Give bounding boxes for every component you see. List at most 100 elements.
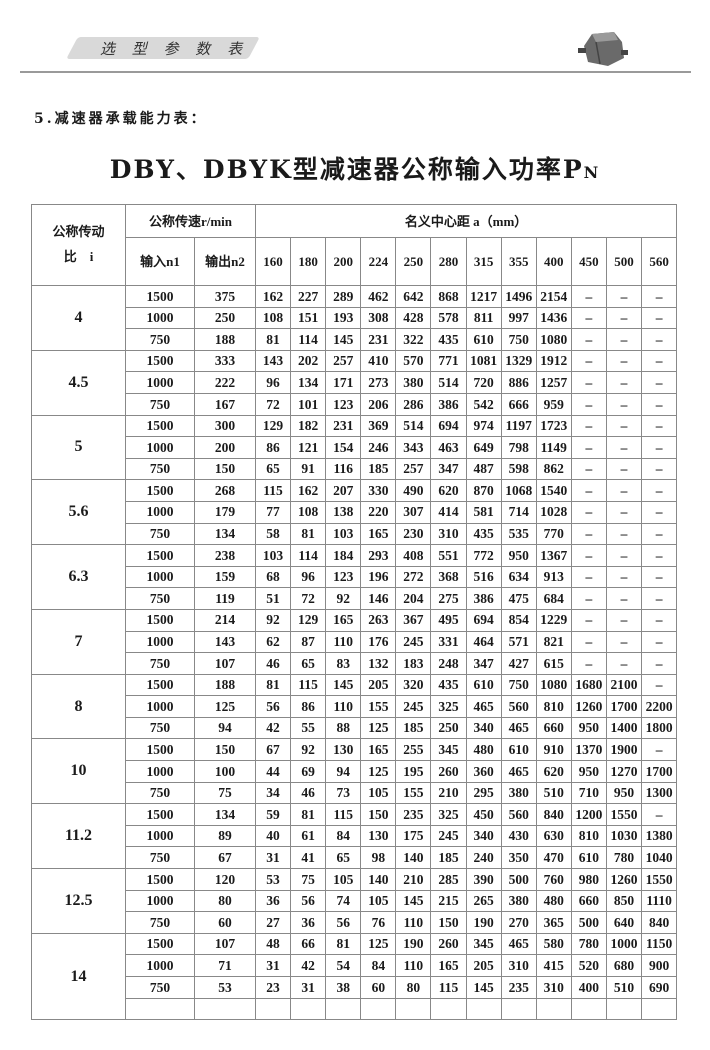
power-cell: – (605, 436, 643, 459)
power-cell: 60 (360, 976, 397, 999)
power-cell: 272 (395, 565, 432, 589)
power-cell: 1540 (535, 479, 572, 502)
power-cell: 257 (395, 457, 432, 481)
distance-column-header: 200 (325, 237, 362, 286)
power-cell: 66 (290, 932, 327, 956)
input-speed-cell: 1500 (125, 608, 195, 632)
output-speed-cell: 159 (194, 565, 256, 589)
power-cell: – (570, 630, 607, 654)
table-row: 1000 159 68 96 123 196 272 368 516 634 913– – – (32, 565, 678, 589)
power-cell: 205 (360, 673, 397, 697)
distance-header: 名义中心距 a（mm） (254, 204, 678, 238)
power-cell: 500 (570, 911, 607, 934)
power-cell: 1436 (535, 306, 572, 330)
output-speed-cell: 134 (194, 803, 256, 826)
power-cell: 245 (395, 630, 432, 654)
power-cell: 634 (500, 565, 537, 589)
input-speed-cell: 1000 (125, 954, 195, 977)
power-cell: 285 (430, 868, 467, 891)
power-cell: 974 (465, 414, 502, 438)
power-cell: 480 (535, 889, 572, 913)
power-cell: 868 (430, 285, 467, 308)
power-cell: 810 (570, 824, 607, 848)
power-cell: – (641, 479, 678, 502)
power-cell: 520 (570, 954, 607, 977)
power-cell: 155 (395, 781, 432, 805)
power-cell: 610 (465, 328, 502, 351)
power-cell: – (641, 285, 678, 308)
ratio-header: 公称传动比 i (31, 204, 126, 286)
power-cell: – (570, 306, 607, 330)
distance-column-header: 160 (254, 237, 292, 286)
power-cell: 308 (360, 306, 397, 330)
power-cell: 320 (395, 673, 432, 697)
table-row: 1000 179 77 108 138 220 307 414 581 714 1028– – – (32, 500, 678, 524)
power-cell: 610 (465, 673, 502, 697)
power-cell: – (641, 544, 678, 567)
power-cell: 115 (290, 673, 327, 697)
power-cell: 255 (395, 738, 432, 762)
power-cell (290, 997, 327, 1021)
power-cell (465, 997, 502, 1021)
power-cell: 1110 (641, 889, 678, 913)
power-cell: 73 (325, 781, 362, 805)
output-speed-cell: 179 (194, 500, 256, 524)
header-tab-label: 选 型 参 数 表 (100, 40, 249, 58)
input-speed-cell: 1500 (125, 544, 195, 567)
power-cell: – (570, 414, 607, 438)
power-cell (360, 997, 397, 1021)
table-row: 750 53 23 31 38 60 80 115 145 235 310 400 510 690 (32, 976, 678, 999)
table-row: 8 1500 188 81 115 145 205 320 435 610 750 1080 1680 2… (31, 673, 678, 740)
power-cell: 193 (325, 306, 362, 330)
power-cell: 772 (465, 544, 502, 567)
power-cell: – (605, 328, 643, 351)
input-speed-cell: 1000 (125, 824, 195, 848)
power-cell: 184 (325, 544, 362, 567)
power-cell: 72 (290, 587, 327, 610)
power-cell: 257 (325, 349, 362, 373)
power-cell: 101 (290, 392, 327, 416)
power-cell: 196 (360, 565, 397, 589)
power-cell: 694 (430, 414, 467, 438)
output-speed-cell: 67 (194, 846, 256, 870)
power-cell: 275 (430, 587, 467, 610)
power-cell: 68 (254, 565, 292, 589)
power-cell: 462 (360, 285, 397, 308)
n1-header: 输入n1 (125, 237, 195, 286)
power-cell: 810 (535, 695, 572, 718)
power-cell: 92 (254, 608, 292, 632)
input-speed-cell: 1500 (125, 738, 195, 762)
distance-column-header: 500 (605, 237, 643, 286)
output-speed-cell: 71 (194, 954, 256, 977)
power-cell: 414 (430, 500, 467, 524)
ratio-cell: 10 (31, 738, 126, 805)
power-cell: 798 (500, 436, 537, 459)
power-cell: 42 (290, 954, 327, 977)
power-cell: 450 (465, 803, 502, 826)
power-cell: 840 (641, 911, 678, 934)
power-cell: 132 (360, 652, 397, 675)
power-cell: 204 (395, 587, 432, 610)
power-cell: 171 (325, 371, 362, 394)
power-cell: 80 (395, 976, 432, 999)
power-cell: 138 (325, 500, 362, 524)
power-cell: 206 (360, 392, 397, 416)
power-cell: 910 (535, 738, 572, 762)
power-cell: 260 (430, 932, 467, 956)
power-cell: 123 (325, 392, 362, 416)
power-cell: 487 (465, 457, 502, 481)
power-cell: 129 (290, 608, 327, 632)
power-cell: 500 (500, 868, 537, 891)
output-speed-cell: 250 (194, 306, 256, 330)
power-cell: 347 (465, 652, 502, 675)
ratio-header-line2: 比 i (63, 249, 94, 264)
input-speed-cell: 1500 (125, 479, 195, 502)
input-speed-cell: 750 (125, 522, 195, 546)
power-cell: 694 (465, 608, 502, 632)
power-cell: 430 (500, 824, 537, 848)
power-cell: – (641, 414, 678, 438)
input-speed-cell: 1000 (125, 630, 195, 654)
power-cell: 145 (465, 976, 502, 999)
power-cell: 870 (465, 479, 502, 502)
power-cell: 710 (570, 781, 607, 805)
